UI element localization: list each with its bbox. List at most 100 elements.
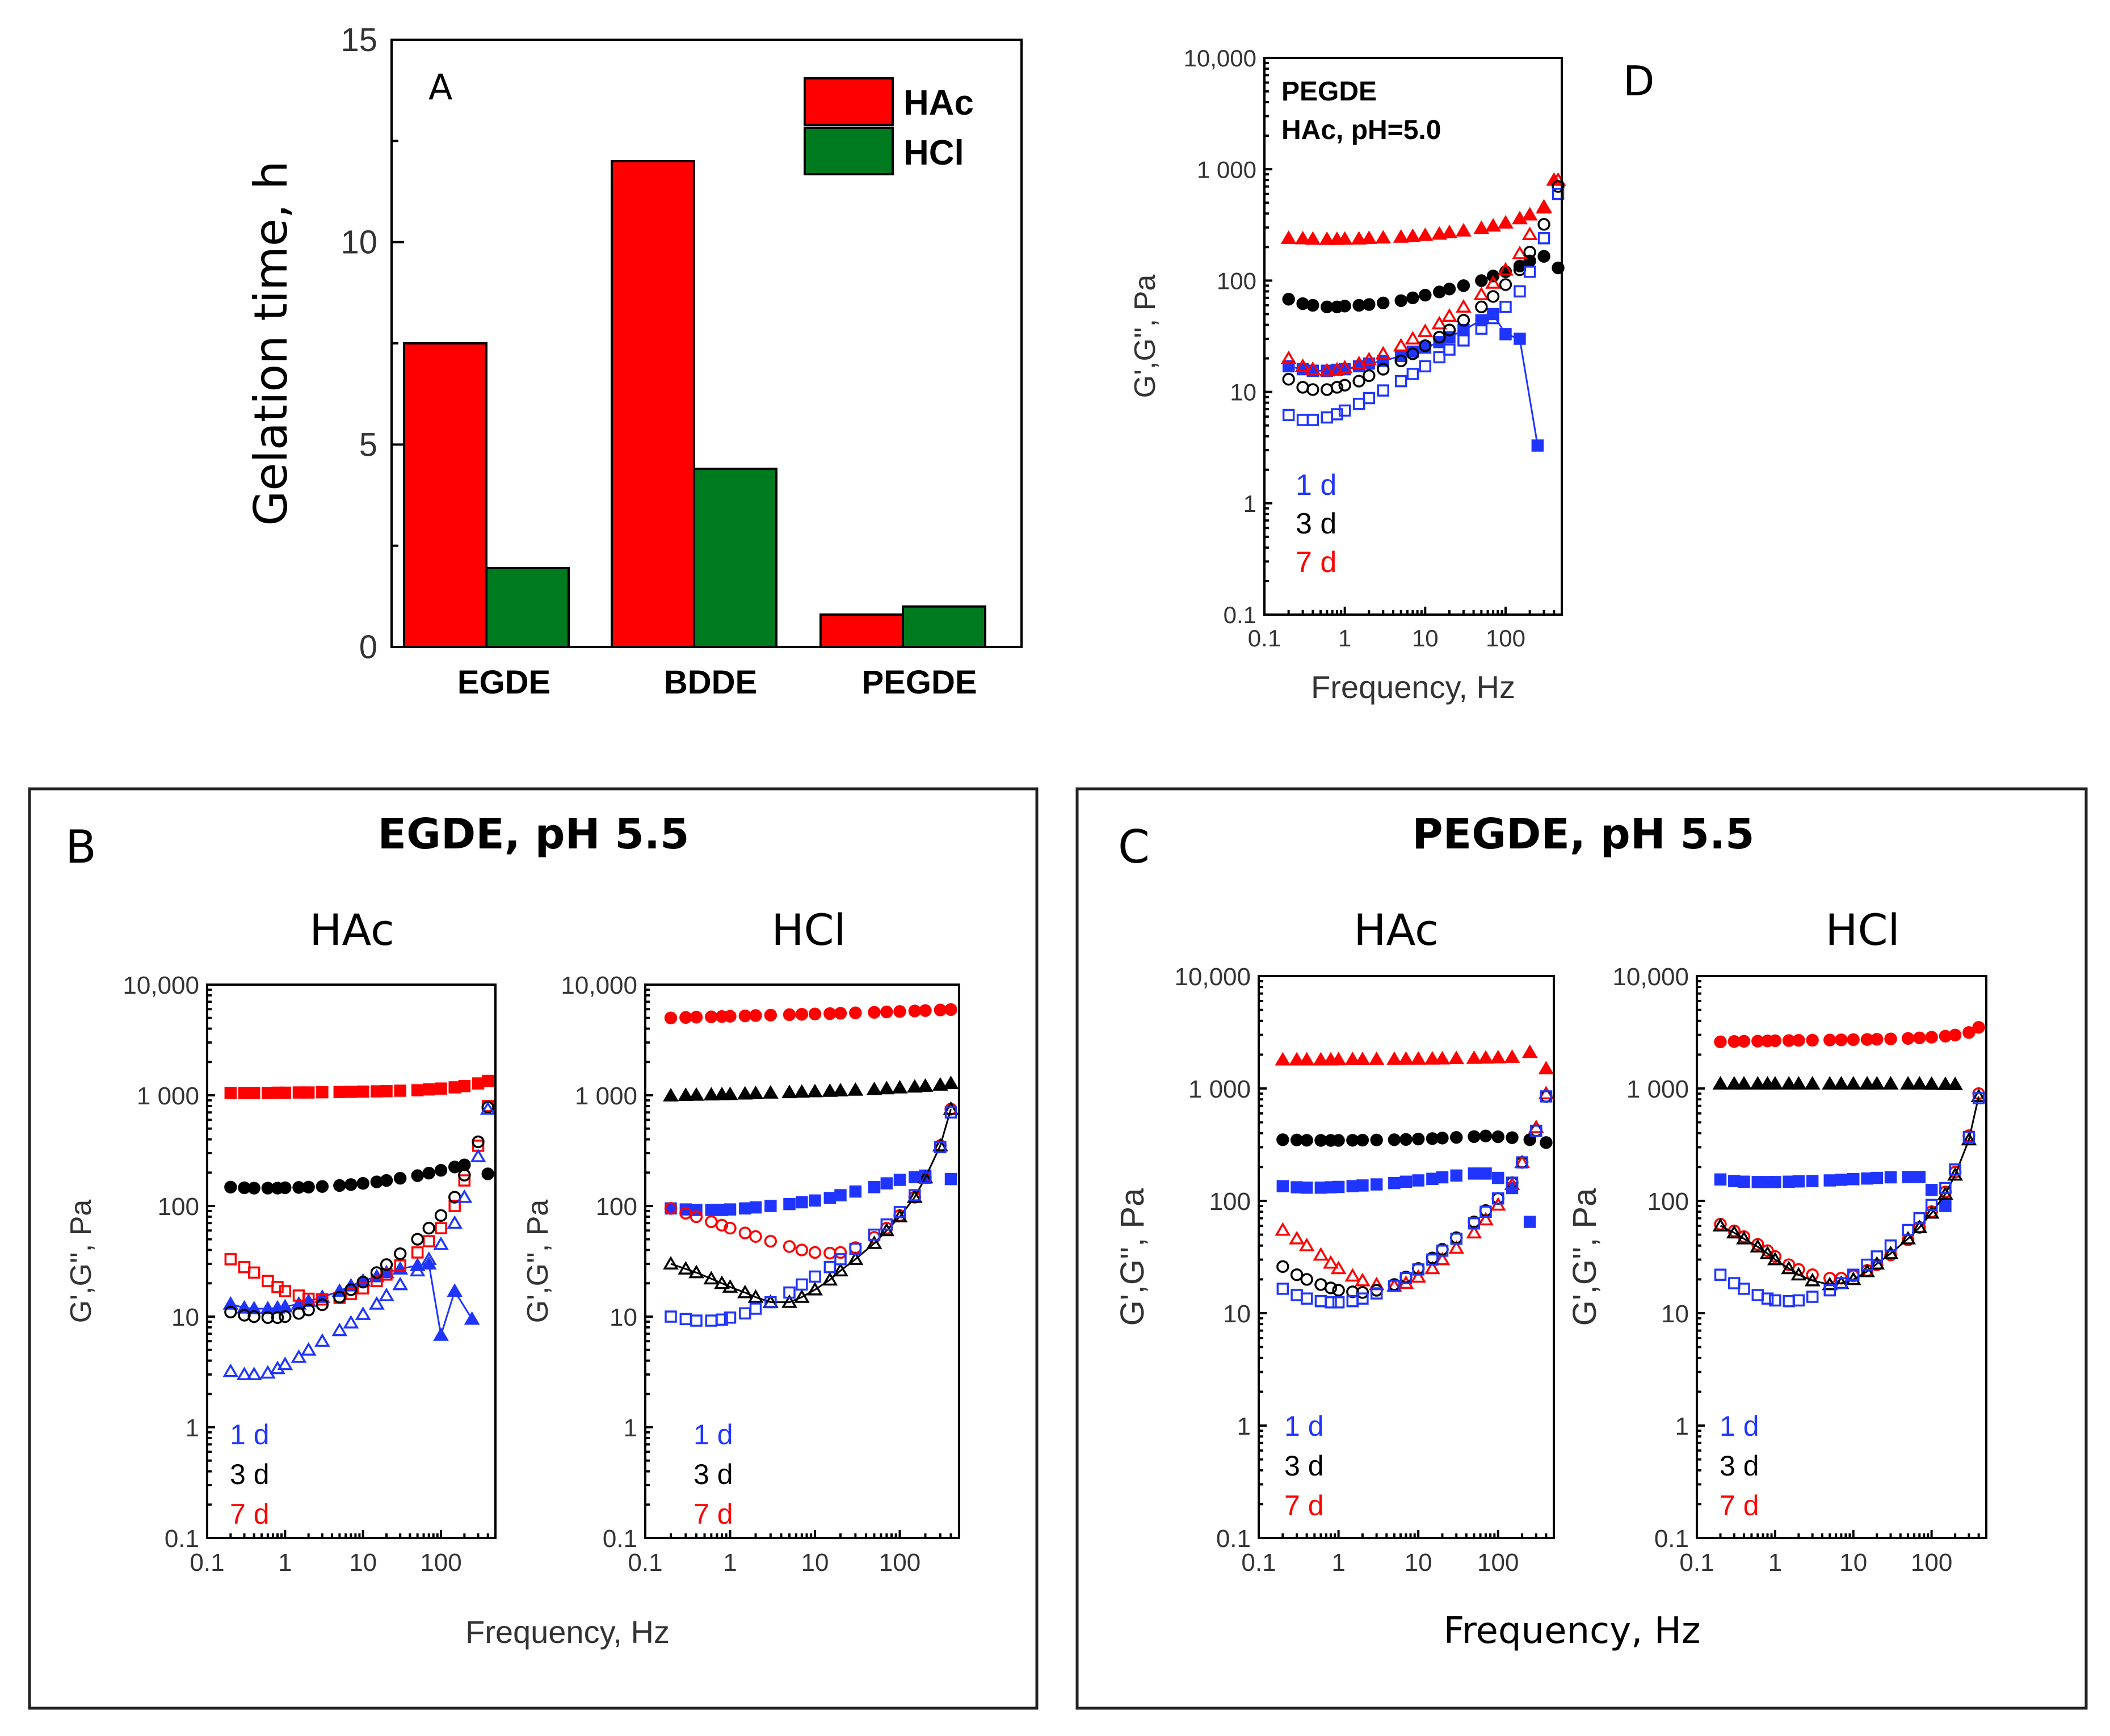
data-point — [458, 1168, 471, 1182]
data-point — [1781, 1075, 1797, 1090]
data-point — [1478, 1212, 1494, 1226]
data-point — [356, 1276, 369, 1289]
data-point — [472, 1077, 485, 1090]
x-tick-label: 0.1 — [628, 1549, 662, 1577]
bar-bdde-hcl — [693, 468, 777, 649]
data-point — [1961, 1132, 1977, 1146]
data-point — [433, 1327, 449, 1341]
data-point — [880, 1005, 893, 1019]
data-point — [783, 1008, 796, 1022]
data-point — [917, 1078, 934, 1092]
data-point — [1443, 323, 1456, 337]
y-tick-label: 100 — [1209, 1188, 1251, 1216]
data-point — [1947, 1077, 1964, 1091]
data-point — [1475, 274, 1488, 287]
data-point — [1962, 1130, 1976, 1144]
y-tick-label: 1 000 — [1188, 1075, 1251, 1103]
data-point — [1331, 408, 1343, 421]
data-point — [809, 1194, 821, 1207]
data-point — [833, 1083, 848, 1096]
data-point — [224, 1253, 237, 1266]
x-category-label: PEGDE — [861, 664, 977, 701]
data-point — [1536, 200, 1552, 214]
data-point — [1726, 1225, 1742, 1239]
data-point — [394, 1085, 406, 1097]
data-point — [1398, 1051, 1414, 1065]
data-point — [333, 1291, 346, 1304]
data-point — [409, 1263, 426, 1277]
data-point — [1537, 218, 1550, 231]
data-point — [356, 1176, 369, 1190]
data-point — [1356, 1292, 1369, 1305]
data-point — [1321, 411, 1333, 424]
data-point — [393, 1171, 407, 1185]
data-point — [892, 1209, 908, 1222]
data-point — [1972, 1021, 1985, 1034]
bar-bdde-hac — [611, 160, 695, 648]
data-point — [236, 1367, 253, 1380]
y-ticks: 0 5 10 15 — [341, 22, 404, 666]
data-point — [1479, 1129, 1493, 1142]
x-tick-label: 10 — [1405, 1549, 1432, 1577]
data-point — [279, 1310, 292, 1323]
data-point — [1457, 314, 1470, 327]
data-point — [1388, 1176, 1401, 1189]
panel-c-frame — [1075, 787, 2088, 1710]
bar-pegde-hac — [819, 613, 904, 649]
series-1-d-g- — [1276, 1090, 1553, 1309]
data-point — [344, 1178, 358, 1191]
y-tick-label: 5 — [359, 426, 377, 463]
data-point — [879, 1081, 895, 1095]
data-point — [472, 1135, 485, 1149]
data-point — [1457, 334, 1470, 347]
plot-frame — [644, 983, 960, 1539]
data-point — [1455, 222, 1472, 237]
data-point — [906, 1079, 923, 1093]
y-tick-label: 10,000 — [1184, 45, 1256, 72]
data-point — [690, 1314, 703, 1327]
data-point — [370, 1266, 384, 1279]
data-point — [262, 1275, 274, 1287]
x-tick-label: 1 — [278, 1549, 292, 1577]
data-point — [1314, 1295, 1327, 1308]
data-point — [1783, 1295, 1795, 1308]
panel-b-hac-plot: 0.1 1 10 100 0.1 1 10 100 1 000 10,000 G',G'', Pa 1… — [65, 972, 497, 1577]
data-point — [892, 1079, 908, 1094]
data-point — [934, 1003, 947, 1016]
data-point — [1939, 1200, 1952, 1212]
data-point — [1768, 1034, 1782, 1048]
data-point — [1406, 347, 1419, 360]
data-point — [1869, 1256, 1885, 1270]
data-point — [722, 1086, 738, 1100]
data-point — [1833, 1075, 1850, 1090]
x-tick-label: 100 — [879, 1549, 921, 1577]
data-point — [714, 1275, 730, 1289]
y-axis-label: G',G'', Pa — [522, 1200, 554, 1323]
data-point — [1822, 1276, 1838, 1291]
data-point — [1491, 1171, 1504, 1184]
data-point — [422, 1083, 435, 1096]
data-point — [271, 1281, 284, 1293]
data-point — [344, 1283, 358, 1296]
data-point — [456, 1189, 473, 1203]
data-point — [737, 1086, 753, 1100]
data-point — [1769, 1294, 1781, 1307]
data-point — [1514, 333, 1526, 345]
y-axis-label: G',G'', Pa — [65, 1200, 98, 1323]
data-point — [333, 1086, 346, 1099]
legend-label: 1 d — [1296, 469, 1336, 502]
data-point — [932, 1077, 948, 1091]
data-point — [1319, 363, 1335, 377]
data-point — [1792, 1175, 1805, 1188]
data-point — [823, 1246, 837, 1260]
data-point — [944, 1106, 957, 1119]
data-point — [834, 1189, 847, 1201]
data-point — [1306, 414, 1319, 426]
data-point — [1399, 1175, 1413, 1188]
data-point — [434, 1209, 448, 1222]
data-point — [1393, 229, 1409, 243]
data-point — [1475, 322, 1488, 335]
data-point — [737, 1284, 753, 1298]
y-tick-label: 10,000 — [561, 972, 637, 999]
legend-label: 1 d — [230, 1419, 270, 1451]
